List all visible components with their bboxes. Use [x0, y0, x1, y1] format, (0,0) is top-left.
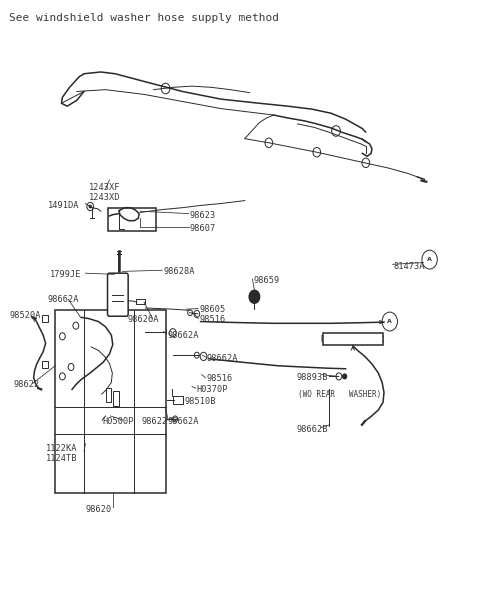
Text: 98623: 98623 — [190, 211, 216, 220]
Text: 98662B: 98662B — [297, 425, 328, 434]
Circle shape — [249, 290, 260, 303]
Bar — [42, 361, 48, 368]
Text: 81473A: 81473A — [394, 262, 425, 271]
Bar — [113, 391, 119, 406]
Text: 98662A: 98662A — [47, 294, 79, 304]
Bar — [105, 412, 112, 418]
Text: REAR   WASHER: REAR WASHER — [321, 335, 384, 344]
Text: 98626A: 98626A — [127, 315, 159, 324]
Text: 98622: 98622 — [142, 417, 168, 427]
Text: 1491DA: 1491DA — [48, 201, 80, 210]
Bar — [42, 315, 48, 322]
Text: 98628A: 98628A — [163, 267, 195, 276]
Text: 1243XF
1243XD: 1243XF 1243XD — [89, 183, 120, 202]
Circle shape — [343, 374, 347, 379]
FancyBboxPatch shape — [108, 208, 156, 231]
Text: 98659: 98659 — [253, 276, 280, 286]
Bar — [136, 299, 145, 304]
FancyBboxPatch shape — [108, 273, 128, 316]
Text: 98516: 98516 — [206, 374, 233, 384]
Text: H0500P: H0500P — [102, 417, 134, 427]
Text: H0370P: H0370P — [197, 385, 228, 395]
Text: See windshield washer hose supply method: See windshield washer hose supply method — [9, 13, 278, 23]
Circle shape — [89, 205, 91, 208]
Bar — [323, 333, 383, 345]
Bar — [55, 310, 166, 493]
Text: 98662A: 98662A — [167, 330, 199, 340]
Bar — [106, 388, 111, 402]
Text: 98605: 98605 — [199, 305, 226, 314]
Text: 98662A: 98662A — [167, 417, 199, 427]
Text: 98516: 98516 — [199, 315, 226, 324]
Bar — [173, 396, 183, 404]
Text: 1799JE: 1799JE — [50, 270, 82, 280]
Text: 98520A: 98520A — [10, 311, 41, 320]
Text: 1122KA
1124TB: 1122KA 1124TB — [46, 444, 77, 463]
Text: 98893B: 98893B — [297, 373, 328, 382]
Text: A: A — [387, 319, 392, 324]
Text: 98607: 98607 — [190, 224, 216, 233]
Text: 98662A: 98662A — [206, 354, 238, 363]
Text: 98620: 98620 — [85, 504, 112, 514]
Text: 98622: 98622 — [13, 380, 40, 389]
Text: (WO REAR   WASHER): (WO REAR WASHER) — [298, 389, 381, 399]
Text: 98510B: 98510B — [185, 396, 216, 406]
Text: A: A — [427, 257, 432, 262]
